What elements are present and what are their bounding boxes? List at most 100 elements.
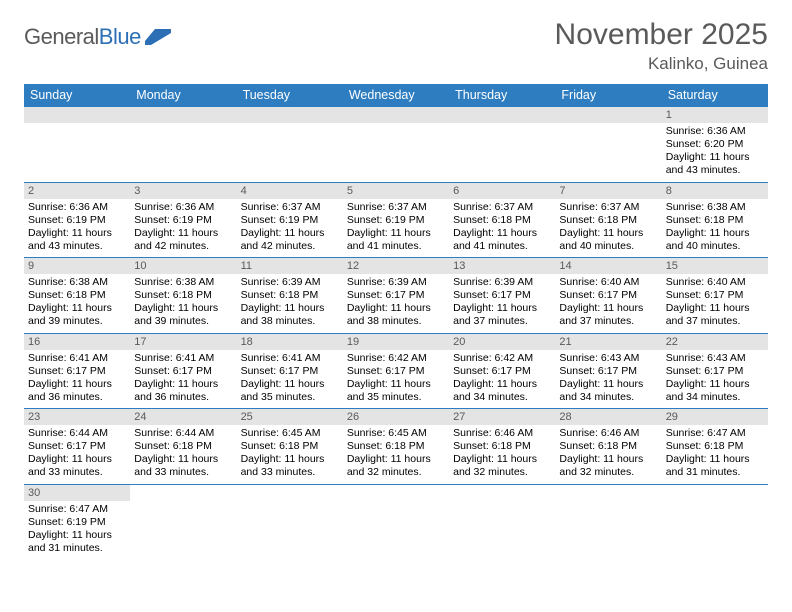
daylight-text: Daylight: 11 hours and 42 minutes. (241, 227, 339, 253)
day-body: Sunrise: 6:42 AMSunset: 6:17 PMDaylight:… (449, 350, 555, 409)
sunrise-text: Sunrise: 6:39 AM (347, 276, 445, 289)
day-number: 3 (130, 183, 236, 199)
day-number: 11 (237, 258, 343, 274)
sunset-text: Sunset: 6:20 PM (666, 138, 764, 151)
daylight-text: Daylight: 11 hours and 37 minutes. (559, 302, 657, 328)
sunset-text: Sunset: 6:17 PM (134, 365, 232, 378)
sunset-text: Sunset: 6:18 PM (241, 440, 339, 453)
daylight-text: Daylight: 11 hours and 32 minutes. (347, 453, 445, 479)
daylight-text: Daylight: 11 hours and 40 minutes. (559, 227, 657, 253)
daylight-text: Daylight: 11 hours and 36 minutes. (28, 378, 126, 404)
flag-icon (145, 29, 171, 45)
sunset-text: Sunset: 6:17 PM (559, 365, 657, 378)
daylight-text: Daylight: 11 hours and 43 minutes. (666, 151, 764, 177)
sunset-text: Sunset: 6:17 PM (666, 289, 764, 302)
daylight-text: Daylight: 11 hours and 37 minutes. (453, 302, 551, 328)
day-number: 21 (555, 334, 661, 350)
day-number: 20 (449, 334, 555, 350)
day-body: Sunrise: 6:45 AMSunset: 6:18 PMDaylight:… (237, 425, 343, 484)
daylight-text: Daylight: 11 hours and 33 minutes. (28, 453, 126, 479)
sunrise-text: Sunrise: 6:39 AM (241, 276, 339, 289)
day-body: Sunrise: 6:41 AMSunset: 6:17 PMDaylight:… (237, 350, 343, 409)
day-number: 2 (24, 183, 130, 199)
calendar-week: 2Sunrise: 6:36 AMSunset: 6:19 PMDaylight… (24, 182, 768, 258)
day-number: 25 (237, 409, 343, 425)
sunrise-text: Sunrise: 6:41 AM (241, 352, 339, 365)
calendar-cell: 18Sunrise: 6:41 AMSunset: 6:17 PMDayligh… (237, 333, 343, 409)
sunrise-text: Sunrise: 6:38 AM (134, 276, 232, 289)
day-body: Sunrise: 6:36 AMSunset: 6:19 PMDaylight:… (24, 199, 130, 258)
calendar-cell: 29Sunrise: 6:47 AMSunset: 6:18 PMDayligh… (662, 409, 768, 485)
daylight-text: Daylight: 11 hours and 34 minutes. (666, 378, 764, 404)
day-header: Tuesday (237, 84, 343, 107)
day-body: Sunrise: 6:36 AMSunset: 6:19 PMDaylight:… (130, 199, 236, 258)
sunset-text: Sunset: 6:19 PM (347, 214, 445, 227)
calendar-cell (662, 484, 768, 559)
sunrise-text: Sunrise: 6:40 AM (666, 276, 764, 289)
calendar-cell (130, 484, 236, 559)
sunrise-text: Sunrise: 6:37 AM (241, 201, 339, 214)
calendar-week: 9Sunrise: 6:38 AMSunset: 6:18 PMDaylight… (24, 258, 768, 334)
daylight-text: Daylight: 11 hours and 35 minutes. (241, 378, 339, 404)
day-number-empty (449, 107, 555, 123)
calendar-cell (24, 107, 130, 183)
sunrise-text: Sunrise: 6:44 AM (134, 427, 232, 440)
sunset-text: Sunset: 6:18 PM (241, 289, 339, 302)
daylight-text: Daylight: 11 hours and 38 minutes. (241, 302, 339, 328)
calendar-cell: 28Sunrise: 6:46 AMSunset: 6:18 PMDayligh… (555, 409, 661, 485)
calendar-cell (449, 107, 555, 183)
sunrise-text: Sunrise: 6:45 AM (241, 427, 339, 440)
day-body: Sunrise: 6:42 AMSunset: 6:17 PMDaylight:… (343, 350, 449, 409)
sunrise-text: Sunrise: 6:45 AM (347, 427, 445, 440)
calendar-cell: 23Sunrise: 6:44 AMSunset: 6:17 PMDayligh… (24, 409, 130, 485)
calendar-cell: 25Sunrise: 6:45 AMSunset: 6:18 PMDayligh… (237, 409, 343, 485)
calendar-cell: 9Sunrise: 6:38 AMSunset: 6:18 PMDaylight… (24, 258, 130, 334)
sunrise-text: Sunrise: 6:46 AM (453, 427, 551, 440)
calendar-cell: 19Sunrise: 6:42 AMSunset: 6:17 PMDayligh… (343, 333, 449, 409)
day-number: 14 (555, 258, 661, 274)
daylight-text: Daylight: 11 hours and 43 minutes. (28, 227, 126, 253)
calendar-cell: 24Sunrise: 6:44 AMSunset: 6:18 PMDayligh… (130, 409, 236, 485)
day-number-empty (24, 107, 130, 123)
day-number: 6 (449, 183, 555, 199)
calendar-cell: 22Sunrise: 6:43 AMSunset: 6:17 PMDayligh… (662, 333, 768, 409)
sunset-text: Sunset: 6:17 PM (28, 440, 126, 453)
day-body: Sunrise: 6:41 AMSunset: 6:17 PMDaylight:… (24, 350, 130, 409)
calendar-cell (343, 107, 449, 183)
day-body: Sunrise: 6:40 AMSunset: 6:17 PMDaylight:… (662, 274, 768, 333)
sunrise-text: Sunrise: 6:46 AM (559, 427, 657, 440)
month-title: November 2025 (555, 18, 768, 52)
day-number: 27 (449, 409, 555, 425)
sunrise-text: Sunrise: 6:42 AM (347, 352, 445, 365)
day-number-empty (555, 107, 661, 123)
calendar-cell: 12Sunrise: 6:39 AMSunset: 6:17 PMDayligh… (343, 258, 449, 334)
day-number: 18 (237, 334, 343, 350)
day-number: 30 (24, 485, 130, 501)
calendar-cell (343, 484, 449, 559)
sunrise-text: Sunrise: 6:41 AM (134, 352, 232, 365)
day-number: 8 (662, 183, 768, 199)
calendar-body: 1Sunrise: 6:36 AMSunset: 6:20 PMDaylight… (24, 107, 768, 560)
sunset-text: Sunset: 6:18 PM (559, 440, 657, 453)
sunset-text: Sunset: 6:17 PM (241, 365, 339, 378)
calendar-cell: 14Sunrise: 6:40 AMSunset: 6:17 PMDayligh… (555, 258, 661, 334)
day-number: 26 (343, 409, 449, 425)
sunrise-text: Sunrise: 6:37 AM (453, 201, 551, 214)
day-number: 16 (24, 334, 130, 350)
day-number: 5 (343, 183, 449, 199)
day-header: Saturday (662, 84, 768, 107)
day-number: 24 (130, 409, 236, 425)
day-number-empty (130, 107, 236, 123)
logo: GeneralBlue (24, 24, 171, 50)
day-number: 7 (555, 183, 661, 199)
calendar-week: 16Sunrise: 6:41 AMSunset: 6:17 PMDayligh… (24, 333, 768, 409)
sunset-text: Sunset: 6:18 PM (453, 214, 551, 227)
sunset-text: Sunset: 6:19 PM (241, 214, 339, 227)
sunset-text: Sunset: 6:18 PM (559, 214, 657, 227)
daylight-text: Daylight: 11 hours and 31 minutes. (666, 453, 764, 479)
sunrise-text: Sunrise: 6:38 AM (28, 276, 126, 289)
daylight-text: Daylight: 11 hours and 41 minutes. (347, 227, 445, 253)
daylight-text: Daylight: 11 hours and 32 minutes. (559, 453, 657, 479)
daylight-text: Daylight: 11 hours and 36 minutes. (134, 378, 232, 404)
daylight-text: Daylight: 11 hours and 37 minutes. (666, 302, 764, 328)
